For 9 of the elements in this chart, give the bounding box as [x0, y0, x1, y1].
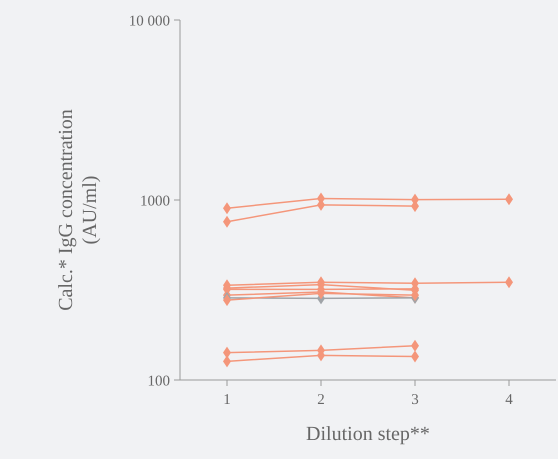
y-tick-label: 1000 — [140, 193, 170, 210]
x-tick-label: 4 — [505, 392, 514, 408]
x-tick-label: 3 — [411, 392, 419, 408]
y-tick-label: 100 — [148, 373, 170, 390]
x-tick-label: 2 — [317, 392, 325, 408]
x-axis-title: Dilution step** — [306, 423, 430, 445]
x-tick-label: 1 — [223, 392, 231, 408]
y-axis-title: Calc.* IgG concentration (AU/ml) — [55, 109, 101, 311]
y-tick-label: 10 000 — [128, 13, 170, 30]
